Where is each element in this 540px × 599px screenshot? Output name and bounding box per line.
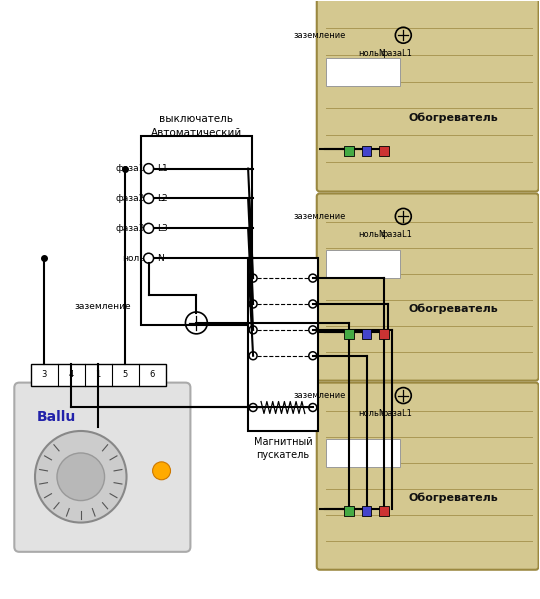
Text: фаза3: фаза3 <box>115 224 145 233</box>
Text: N: N <box>158 254 164 263</box>
Text: 6: 6 <box>149 370 154 379</box>
Text: L1: L1 <box>158 164 168 173</box>
Bar <box>361 329 372 339</box>
FancyBboxPatch shape <box>317 383 538 570</box>
Text: выключатель: выключатель <box>159 114 233 124</box>
Text: фаза1: фаза1 <box>115 164 145 173</box>
Bar <box>326 250 400 278</box>
Bar <box>361 146 372 156</box>
Text: Обогреватель: Обогреватель <box>409 304 498 314</box>
Text: заземление: заземление <box>74 302 131 311</box>
Bar <box>326 58 400 86</box>
Text: пускатель: пускатель <box>256 450 309 460</box>
Circle shape <box>153 462 171 480</box>
Bar <box>343 146 354 156</box>
Bar <box>343 506 354 516</box>
Bar <box>380 146 389 156</box>
Text: Магнитный: Магнитный <box>254 437 312 447</box>
Bar <box>380 506 389 516</box>
Bar <box>31 364 166 386</box>
Bar <box>248 258 318 431</box>
Text: нольN: нольN <box>359 49 386 58</box>
Circle shape <box>57 453 105 501</box>
Text: нольN: нольN <box>359 409 386 418</box>
Text: фазаL1: фазаL1 <box>380 49 413 58</box>
Text: Обогреватель: Обогреватель <box>409 112 498 123</box>
Text: 1: 1 <box>95 370 100 379</box>
Text: 3: 3 <box>42 370 47 379</box>
Text: 5: 5 <box>122 370 127 379</box>
FancyBboxPatch shape <box>317 0 538 192</box>
Text: L2: L2 <box>158 194 168 203</box>
Text: фаза2: фаза2 <box>116 194 145 203</box>
FancyBboxPatch shape <box>15 383 191 552</box>
Text: заземление: заземление <box>294 212 346 221</box>
Text: Обогреватель: Обогреватель <box>409 492 498 503</box>
Text: 4: 4 <box>69 370 73 379</box>
Text: нольN: нольN <box>359 230 386 239</box>
Bar <box>361 506 372 516</box>
Bar <box>140 136 252 325</box>
Bar <box>343 329 354 339</box>
Bar <box>380 329 389 339</box>
Bar <box>326 439 400 467</box>
Text: заземление: заземление <box>294 31 346 40</box>
Text: Ballu: Ballu <box>37 410 77 425</box>
Circle shape <box>35 431 126 522</box>
Text: L3: L3 <box>158 224 168 233</box>
Text: фазаL1: фазаL1 <box>380 409 413 418</box>
Text: фазаL1: фазаL1 <box>380 230 413 239</box>
Text: Автоматический: Автоматический <box>151 128 242 138</box>
Text: ноль: ноль <box>122 254 145 263</box>
Text: заземление: заземление <box>294 391 346 400</box>
FancyBboxPatch shape <box>317 193 538 380</box>
